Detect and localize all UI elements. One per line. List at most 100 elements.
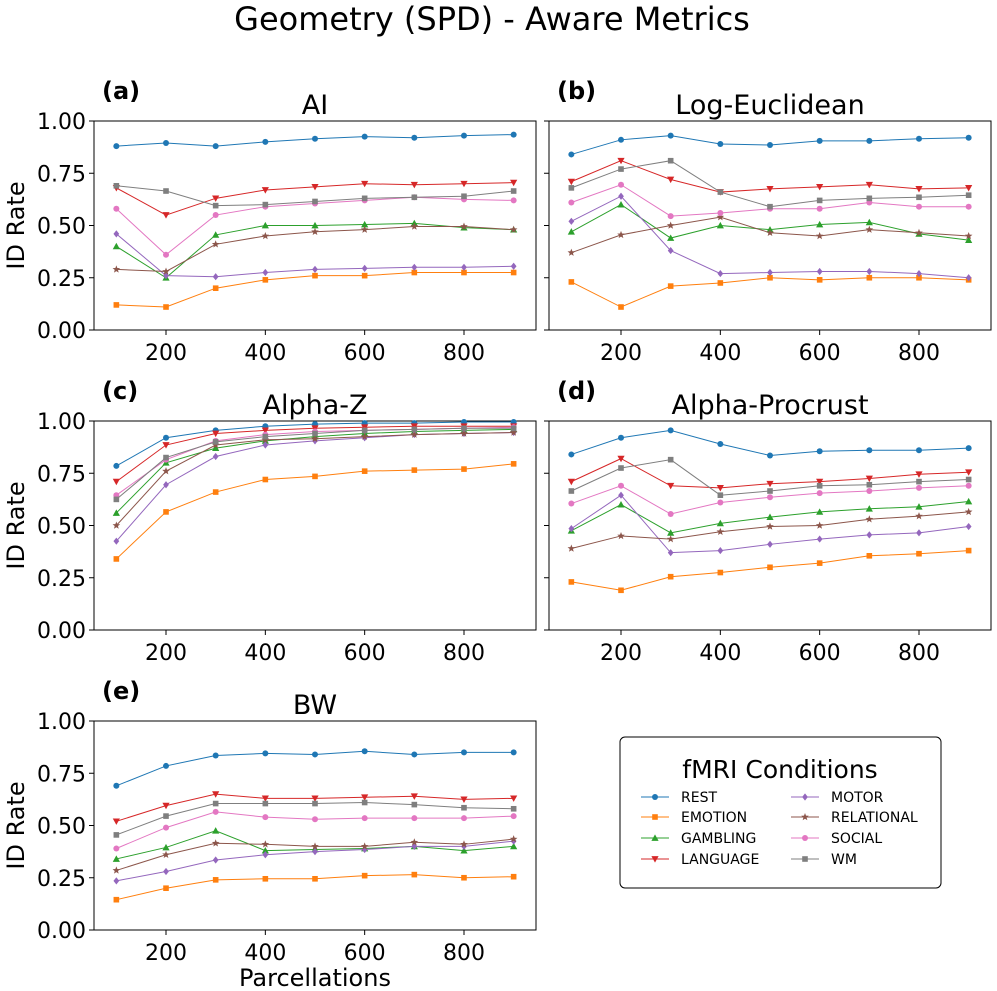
series-relational (567, 507, 973, 552)
data-point (163, 885, 169, 891)
data-point (965, 497, 973, 505)
data-point (915, 228, 923, 237)
data-point (916, 478, 922, 485)
data-point (767, 540, 773, 548)
data-point (261, 427, 269, 435)
data-point (965, 185, 973, 192)
data-point (816, 508, 824, 515)
y-tick-label: 1.00 (37, 710, 86, 735)
data-point (212, 439, 219, 445)
data-point (965, 476, 972, 483)
x-tick-label: 600 (344, 941, 386, 966)
legend-title: fMRI Conditions (682, 755, 877, 784)
y-tick-label: 1.00 (37, 410, 86, 435)
data-point (410, 838, 419, 846)
data-point (113, 182, 120, 189)
data-point (866, 137, 873, 144)
x-tick-label: 600 (344, 641, 386, 666)
data-point (262, 138, 269, 145)
legend-entry-relational: RELATIONAL (791, 810, 918, 826)
data-point (916, 269, 922, 278)
data-point (510, 179, 518, 187)
data-point (618, 482, 625, 489)
data-point (461, 425, 467, 432)
y-tick-label: 0.75 (37, 462, 86, 487)
x-tick-label: 600 (799, 641, 841, 666)
data-point (261, 795, 269, 802)
data-point (716, 221, 724, 229)
data-point (113, 556, 120, 562)
data-point (767, 494, 773, 501)
data-point (460, 222, 468, 230)
data-point (618, 166, 624, 172)
data-point (361, 220, 369, 228)
x-tick-label: 400 (699, 641, 741, 666)
data-point (767, 452, 773, 459)
data-point (568, 279, 575, 285)
data-point (766, 228, 774, 237)
data-point (666, 221, 675, 229)
panel-b: (b) Log-Euclidean 200 400 600 800 (544, 77, 992, 366)
data-point (461, 269, 467, 276)
panel-title: Alpha-Procrust (671, 390, 868, 421)
data-point (509, 225, 518, 233)
x-tick-label: 600 (799, 341, 841, 366)
data-point (866, 267, 873, 276)
data-point (510, 262, 517, 270)
data-point (816, 220, 824, 228)
panel-d: (d) Alpha-Procrust 200 400 600 800 (544, 377, 992, 666)
data-point (163, 481, 169, 489)
data-point (113, 877, 120, 885)
data-point (411, 871, 418, 878)
series-language (112, 179, 518, 219)
data-point (667, 573, 674, 580)
data-point (411, 467, 418, 473)
y-tick-label: 0.00 (37, 619, 86, 644)
data-point (965, 203, 972, 210)
data-point (915, 447, 922, 454)
data-point (312, 265, 318, 273)
series-emotion (568, 547, 972, 594)
data-point (815, 521, 824, 529)
panel-letter: (c) (102, 377, 138, 405)
data-point (717, 280, 724, 286)
data-point (312, 800, 318, 807)
data-point (866, 553, 873, 559)
panels: (a) AI 0.00 0.25 0.50 0.75 1.00 200 400 600 800 ID … (2, 77, 992, 991)
data-point (460, 796, 468, 803)
y-axis-label: ID Rate (2, 481, 30, 569)
data-point (311, 795, 319, 802)
data-point (666, 535, 675, 543)
panel-e: (e) BW 0.00 0.25 0.50 0.75 1.00 200 400 600 800 ID … (2, 677, 537, 991)
data-point (212, 791, 220, 798)
data-point (212, 856, 219, 864)
data-point (717, 140, 724, 147)
data-point (667, 234, 675, 241)
data-point (212, 877, 219, 883)
data-point (865, 225, 874, 233)
data-point (567, 228, 575, 235)
data-point (816, 478, 824, 486)
data-point (361, 815, 368, 822)
series-relational (567, 213, 973, 256)
data-point (510, 131, 517, 138)
legend-label: LANGUAGE (681, 852, 759, 868)
data-point (915, 484, 922, 491)
data-point (815, 231, 824, 240)
data-point (866, 481, 873, 488)
data-point (163, 454, 169, 461)
series-motor (113, 230, 517, 281)
series-emotion (113, 269, 517, 310)
panel-title: Log-Euclidean (675, 90, 864, 121)
data-point (667, 529, 675, 536)
data-point (162, 442, 170, 449)
data-point (162, 267, 170, 275)
legend-frame (619, 736, 942, 889)
data-point (617, 501, 625, 508)
data-point (767, 203, 773, 210)
data-point (113, 302, 120, 308)
data-point (510, 269, 517, 276)
y-tick-label: 0.50 (37, 815, 86, 840)
data-point (212, 195, 220, 202)
data-point (411, 751, 418, 758)
